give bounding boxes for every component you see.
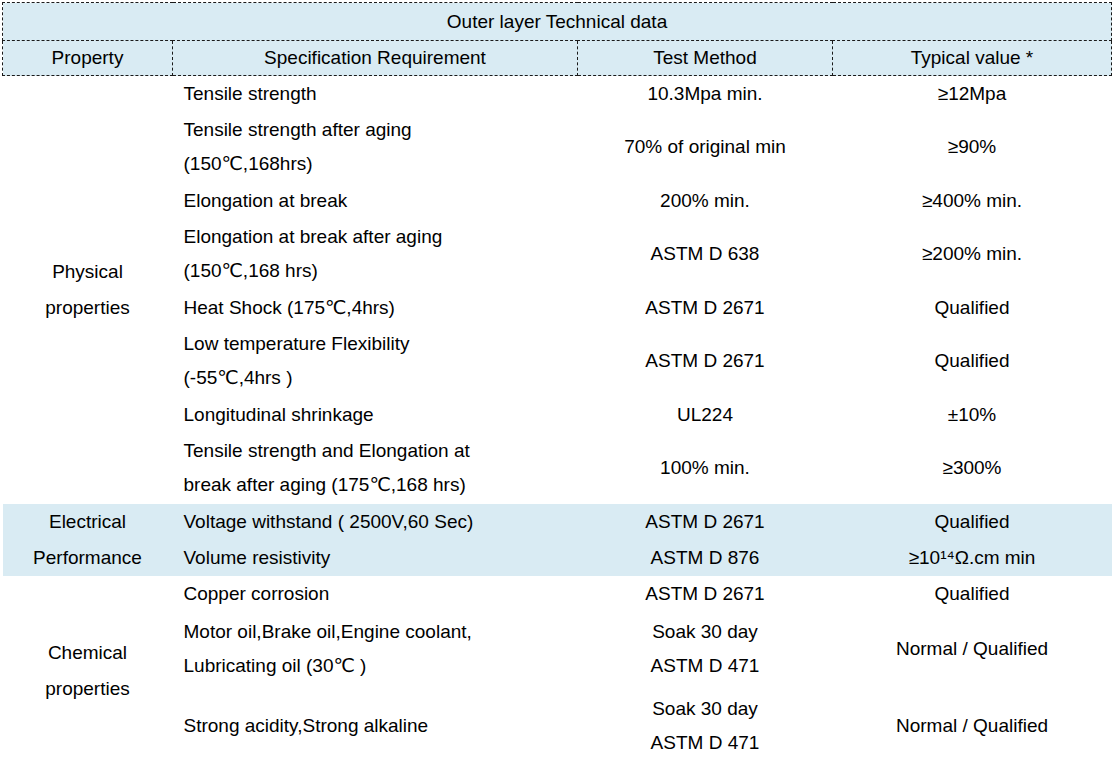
property-group-electrical: Electrical Performance [3, 504, 173, 576]
technical-data-sheet: Outer layer Technical data Property Spec… [0, 0, 1113, 774]
cell-spec: Voltage withstand ( 2500V,60 Sec) [173, 504, 578, 540]
cell-value: Qualified [833, 504, 1112, 540]
cell-spec: Elongation at break after aging (150℃,16… [173, 219, 578, 290]
column-header-property: Property [3, 41, 173, 76]
cell-spec: Motor oil,Brake oil,Engine coolant, Lubr… [173, 612, 578, 686]
column-header-specification: Specification Requirement [173, 41, 578, 76]
cell-method: ASTM D 2671 [578, 504, 833, 540]
cell-spec: Longitudinal shrinkage [173, 397, 578, 433]
cell-method: 70% of original min [578, 112, 833, 183]
cell-value: Normal / Qualified [833, 686, 1112, 766]
cell-method: ASTM D 2671 [578, 290, 833, 326]
column-header-typical-value: Typical value * [833, 41, 1112, 76]
property-group-chemical: Chemical properties [3, 576, 173, 766]
cell-spec: Heat Shock (175℃,4hrs) [173, 290, 578, 326]
table-title: Outer layer Technical data [3, 3, 1112, 41]
cell-value: Qualified [833, 290, 1112, 326]
cell-value: ≥300% [833, 433, 1112, 504]
cell-value: ≥90% [833, 112, 1112, 183]
cell-method: ASTM D 876 [578, 540, 833, 576]
cell-spec: Low temperature Flexibility (-55℃,4hrs ) [173, 326, 578, 397]
cell-value: Qualified [833, 576, 1112, 612]
cell-value: ≥200% min. [833, 219, 1112, 290]
table-body: Physical properties Tensile strength 10.… [3, 76, 1112, 766]
cell-value: Normal / Qualified [833, 612, 1112, 686]
table-row: Electrical Performance Voltage withstand… [3, 504, 1112, 540]
cell-value: Qualified [833, 326, 1112, 397]
column-header-row: Property Specification Requirement Test … [3, 41, 1112, 76]
cell-method: 10.3Mpa min. [578, 76, 833, 112]
cell-method: ASTM D 2671 [578, 576, 833, 612]
table-row: Chemical properties Copper corrosion AST… [3, 576, 1112, 612]
property-group-physical: Physical properties [3, 76, 173, 504]
cell-value: ≥10¹⁴Ω.cm min [833, 540, 1112, 576]
cell-value: ≥400% min. [833, 183, 1112, 219]
cell-spec: Strong acidity,Strong alkaline [173, 686, 578, 766]
cell-method: Soak 30 day ASTM D 471 [578, 686, 833, 766]
cell-method: ASTM D 638 [578, 219, 833, 290]
cell-method: 200% min. [578, 183, 833, 219]
table-header: Outer layer Technical data Property Spec… [3, 3, 1112, 76]
cell-method: ASTM D 2671 [578, 326, 833, 397]
table-title-row: Outer layer Technical data [3, 3, 1112, 41]
cell-spec: Tensile strength and Elongation at break… [173, 433, 578, 504]
column-header-test-method: Test Method [578, 41, 833, 76]
cell-spec: Tensile strength after aging (150℃,168hr… [173, 112, 578, 183]
table-row: Physical properties Tensile strength 10.… [3, 76, 1112, 112]
cell-value: ≥12Mpa [833, 76, 1112, 112]
cell-method: Soak 30 day ASTM D 471 [578, 612, 833, 686]
cell-spec: Tensile strength [173, 76, 578, 112]
cell-spec: Elongation at break [173, 183, 578, 219]
cell-method: 100% min. [578, 433, 833, 504]
cell-spec: Copper corrosion [173, 576, 578, 612]
technical-data-table: Outer layer Technical data Property Spec… [2, 2, 1112, 766]
cell-spec: Volume resistivity [173, 540, 578, 576]
cell-method: UL224 [578, 397, 833, 433]
cell-value: ±10% [833, 397, 1112, 433]
